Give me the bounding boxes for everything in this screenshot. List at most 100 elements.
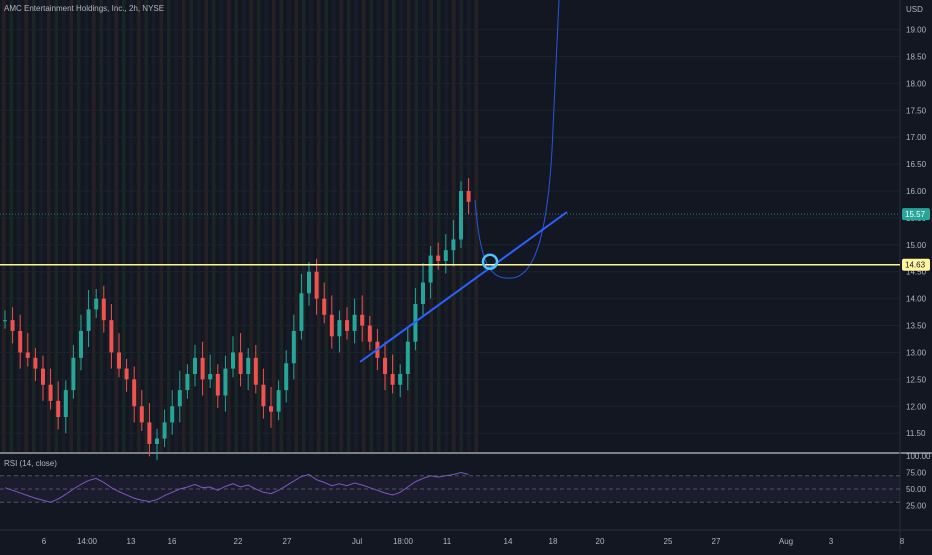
- time-tick-label: 16: [168, 537, 177, 546]
- price-tick-label: 16.00: [906, 187, 927, 196]
- candle[interactable]: [208, 373, 213, 380]
- session-stripe: [354, 0, 358, 452]
- candle[interactable]: [231, 352, 235, 369]
- candle[interactable]: [436, 255, 441, 261]
- candle[interactable]: [170, 406, 175, 423]
- price-tick-label: 12.50: [906, 375, 927, 384]
- candle[interactable]: [86, 309, 91, 331]
- session-stripe: [9, 0, 13, 452]
- candle[interactable]: [383, 357, 387, 374]
- rsi-tick-label: 75.00: [906, 469, 927, 478]
- candle[interactable]: [94, 298, 99, 310]
- candle[interactable]: [101, 298, 106, 321]
- session-stripe: [32, 0, 36, 452]
- candle[interactable]: [367, 325, 372, 342]
- candle[interactable]: [185, 373, 190, 391]
- candle[interactable]: [48, 384, 53, 401]
- candle[interactable]: [215, 373, 220, 396]
- session-stripe: [62, 0, 66, 452]
- candle[interactable]: [177, 390, 182, 407]
- last-price-label: 15.57: [905, 210, 926, 219]
- candle[interactable]: [63, 390, 68, 418]
- trendline[interactable]: [359, 211, 568, 363]
- candle[interactable]: [200, 357, 205, 380]
- candle[interactable]: [117, 352, 121, 369]
- session-stripe: [219, 0, 223, 452]
- candle[interactable]: [109, 320, 114, 353]
- candle[interactable]: [261, 384, 266, 407]
- candle[interactable]: [276, 390, 281, 412]
- candle[interactable]: [223, 368, 228, 396]
- session-stripe: [257, 0, 261, 452]
- rsi-tick-label: 50.00: [906, 485, 927, 494]
- candle[interactable]: [345, 320, 349, 331]
- candle[interactable]: [390, 373, 395, 385]
- candle[interactable]: [33, 357, 38, 369]
- candle[interactable]: [337, 320, 342, 337]
- candle[interactable]: [79, 330, 83, 358]
- time-tick-label: 6: [42, 537, 47, 546]
- session-stripe: [137, 0, 141, 452]
- candle[interactable]: [398, 373, 403, 385]
- candle[interactable]: [10, 320, 15, 331]
- price-tick-label: 17.50: [906, 106, 927, 115]
- candle[interactable]: [155, 438, 159, 444]
- candle[interactable]: [428, 255, 433, 283]
- candle[interactable]: [124, 368, 129, 380]
- session-stripe: [17, 0, 21, 452]
- candle[interactable]: [322, 298, 327, 315]
- projection-curve: [474, 0, 560, 279]
- session-stripe: [189, 0, 193, 452]
- candle[interactable]: [3, 320, 7, 322]
- session-stripe: [362, 0, 366, 452]
- candle[interactable]: [132, 379, 137, 407]
- candle[interactable]: [451, 239, 456, 251]
- candle[interactable]: [139, 406, 144, 423]
- candle[interactable]: [421, 282, 425, 305]
- price-tick-label: 18.00: [906, 79, 927, 88]
- candle[interactable]: [71, 357, 76, 391]
- candle[interactable]: [284, 363, 289, 391]
- horizontal-level-badge: [902, 258, 930, 271]
- circle-marker[interactable]: [481, 253, 499, 270]
- candle[interactable]: [443, 250, 448, 261]
- candle[interactable]: [253, 357, 258, 385]
- time-tick-label: 11: [443, 537, 452, 546]
- candle[interactable]: [291, 330, 296, 364]
- candle[interactable]: [314, 271, 319, 299]
- candle[interactable]: [307, 271, 311, 294]
- candle[interactable]: [246, 357, 251, 374]
- candle[interactable]: [352, 314, 357, 331]
- rsi-legend: RSI (14, close): [4, 459, 57, 468]
- candle[interactable]: [405, 341, 410, 374]
- session-stripe: [47, 0, 51, 452]
- candle[interactable]: [299, 293, 304, 331]
- candle[interactable]: [56, 400, 61, 418]
- candle[interactable]: [466, 191, 471, 202]
- session-stripe: [317, 0, 321, 452]
- candle[interactable]: [329, 314, 334, 337]
- session-stripe: [182, 0, 186, 452]
- candle[interactable]: [147, 422, 152, 444]
- candle[interactable]: [18, 330, 23, 353]
- candle[interactable]: [269, 406, 273, 412]
- time-tick-label: 18:00: [393, 537, 414, 546]
- candle[interactable]: [41, 368, 45, 385]
- session-stripe: [399, 0, 403, 452]
- candle[interactable]: [238, 352, 243, 374]
- candle[interactable]: [162, 422, 167, 439]
- candle[interactable]: [25, 352, 30, 358]
- price-tick-label: 17.00: [906, 133, 927, 142]
- price-tick-label: 14.00: [906, 295, 927, 304]
- candle[interactable]: [459, 191, 463, 240]
- rsi-tick-label: 25.00: [906, 502, 927, 511]
- session-stripe: [264, 0, 268, 452]
- time-tick-label: 14:00: [77, 537, 98, 546]
- time-tick-label: 20: [596, 537, 605, 546]
- candle[interactable]: [193, 357, 197, 374]
- candle[interactable]: [360, 314, 365, 326]
- session-stripe: [159, 0, 163, 452]
- session-stripe: [77, 0, 81, 452]
- rsi-tick-label: 100.00: [906, 452, 931, 461]
